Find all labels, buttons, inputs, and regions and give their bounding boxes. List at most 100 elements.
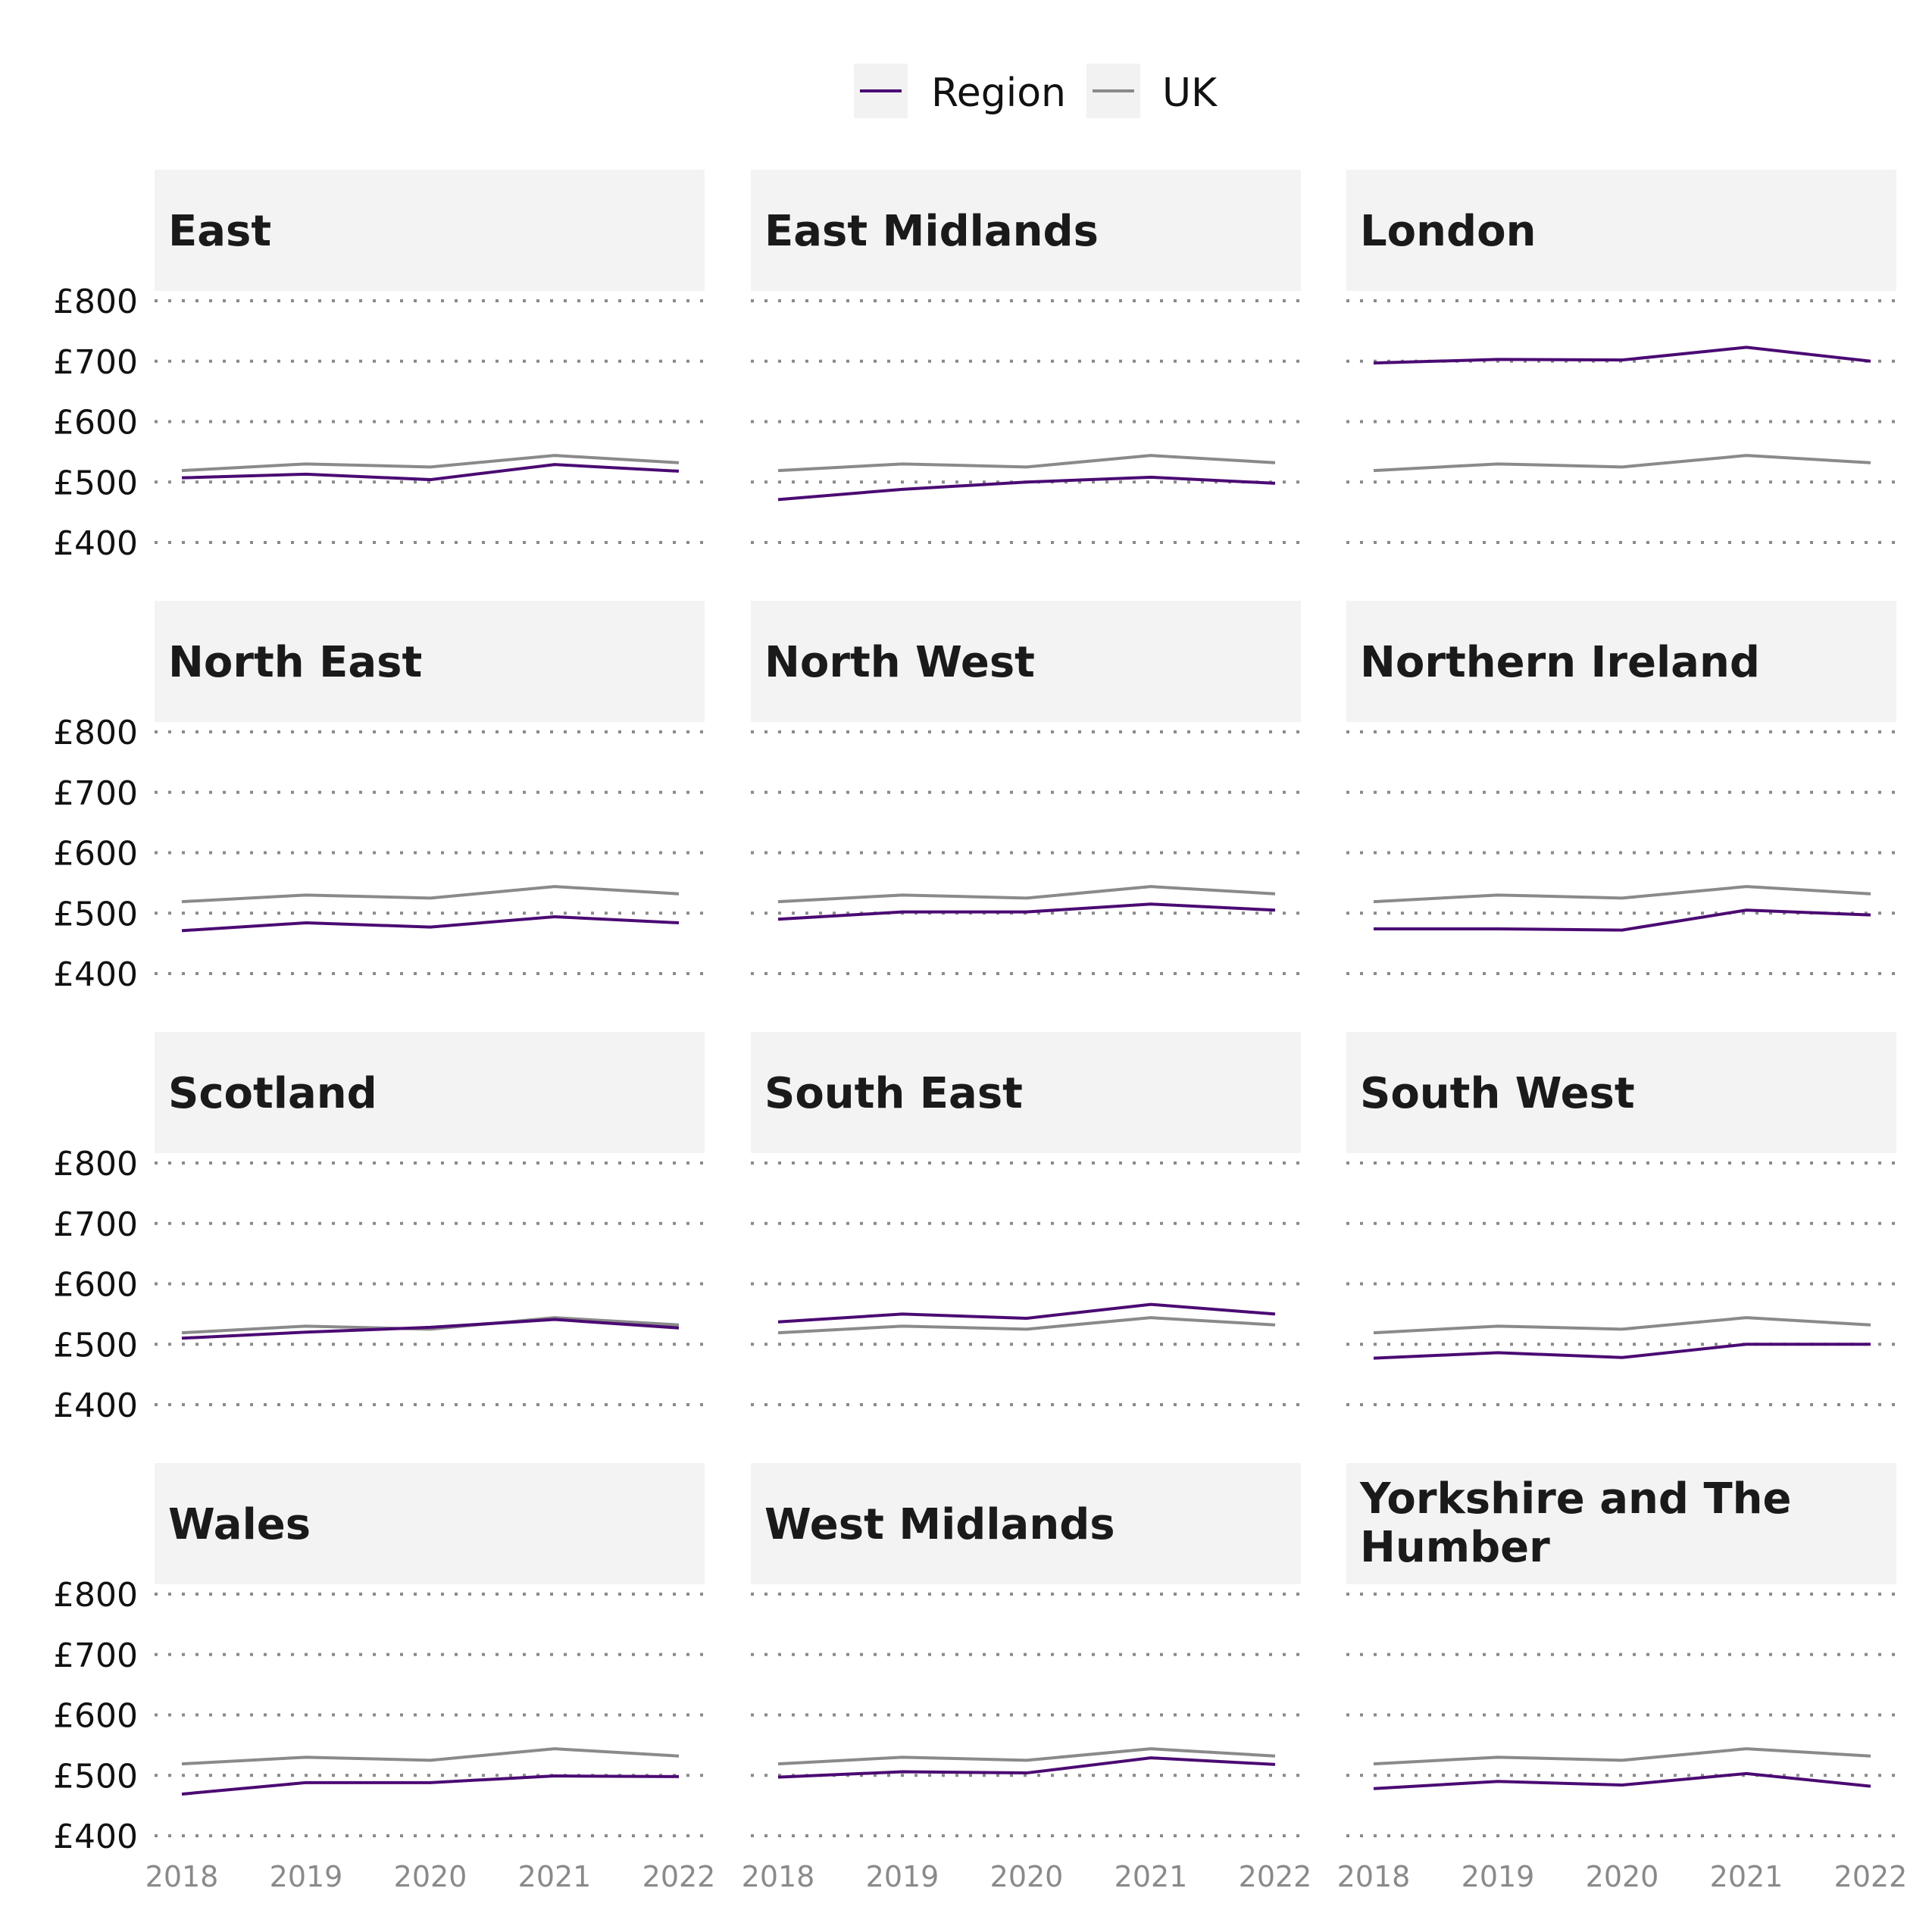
x-tick-label: 2019 xyxy=(866,1860,939,1893)
region-series-line xyxy=(1374,908,1871,932)
x-tick-label: 2020 xyxy=(394,1860,467,1893)
panel-title: Scotland xyxy=(168,1069,377,1118)
x-tick-label: 2021 xyxy=(518,1860,592,1893)
y-tick-label: £600 xyxy=(53,1697,138,1736)
y-tick-label: £800 xyxy=(53,1576,138,1615)
x-tick-label: 2019 xyxy=(270,1860,343,1893)
panel-strip xyxy=(1346,170,1896,291)
panel-scotland: Scotland £400 £500 £600 £700 £800 xyxy=(53,1032,705,1425)
panel-strip xyxy=(155,601,705,722)
panel-strip xyxy=(1346,601,1896,722)
x-tick-label: 2022 xyxy=(1239,1860,1312,1893)
y-tick-label: £500 xyxy=(53,895,138,933)
panel-title: South West xyxy=(1360,1069,1635,1118)
y-tick-label: £600 xyxy=(53,404,138,442)
panel-title-line: Yorkshire and The xyxy=(1359,1474,1792,1524)
panel-strip xyxy=(751,1463,1301,1584)
panel-title: Wales xyxy=(168,1500,311,1549)
region-series-line xyxy=(777,1302,1276,1324)
uk-series-line xyxy=(181,454,680,473)
y-tick-label: £600 xyxy=(53,1266,138,1305)
uk-series-line xyxy=(777,454,1276,473)
y-tick-label: £700 xyxy=(53,774,138,813)
region-series-line xyxy=(181,463,680,482)
region-series-line xyxy=(777,475,1276,502)
panel-title: North East xyxy=(168,638,422,687)
panel-north-east: North East £400 £500 £600 £700 £800 xyxy=(53,601,705,994)
panel-east: East £400 £500 £600 £700 £800 xyxy=(53,170,705,563)
x-tick-label: 2022 xyxy=(642,1860,716,1893)
legend-label-region: Region xyxy=(931,70,1066,116)
uk-series-line xyxy=(777,885,1276,904)
panel-title: North West xyxy=(764,638,1035,687)
panel-strip xyxy=(155,1463,705,1584)
panel-london: London xyxy=(1346,170,1896,544)
panel-title: London xyxy=(1360,207,1536,256)
y-tick-label: £700 xyxy=(53,1637,138,1675)
y-tick-label: £800 xyxy=(53,1145,138,1183)
panel-title: East Midlands xyxy=(764,207,1099,256)
region-series-line xyxy=(181,1774,680,1796)
y-tick-label: £400 xyxy=(53,524,138,563)
uk-series-line xyxy=(181,1747,680,1766)
panel-west-midlands: West Midlands 2018 2019 2020 2021 2022 xyxy=(742,1463,1312,1893)
region-series-line xyxy=(181,915,680,933)
x-tick-label: 2021 xyxy=(1114,1860,1188,1893)
y-tick-label: £800 xyxy=(53,714,138,752)
region-series-line xyxy=(1373,345,1871,365)
uk-series-line xyxy=(1373,885,1871,904)
region-series-line xyxy=(181,1318,680,1340)
y-tick-label: £800 xyxy=(53,283,138,321)
panel-strip xyxy=(751,1032,1301,1153)
y-tick-label: £500 xyxy=(53,1326,138,1365)
y-tick-label: £400 xyxy=(53,1386,138,1425)
panel-east-midlands: East Midlands xyxy=(751,170,1301,544)
panel-wales: Wales £400 £500 £600 £700 £800 2018 2019 2020 202… xyxy=(53,1463,715,1893)
panel-strip xyxy=(1346,1032,1896,1153)
panel-title-line: Humber xyxy=(1360,1523,1550,1572)
region-series-line xyxy=(1373,1343,1871,1360)
region-series-line xyxy=(777,902,1276,921)
x-tick-label: 2021 xyxy=(1710,1860,1784,1893)
panel-strip xyxy=(155,170,705,291)
y-tick-label: £500 xyxy=(53,464,138,502)
panel-north-west: North West xyxy=(751,601,1301,975)
legend-label-uk: UK xyxy=(1162,70,1218,116)
uk-series-line xyxy=(1373,454,1871,473)
uk-series-line xyxy=(777,1747,1276,1766)
uk-series-line xyxy=(1373,1747,1871,1766)
y-tick-label: £500 xyxy=(53,1757,138,1796)
x-tick-label: 2022 xyxy=(1834,1860,1908,1893)
panel-south-east: South East xyxy=(751,1032,1301,1406)
region-series-line xyxy=(777,1756,1276,1779)
panel-strip xyxy=(1346,1463,1896,1584)
panel-title: Northern Ireland xyxy=(1360,638,1760,687)
panel-northern-ireland: Northern Ireland xyxy=(1346,601,1896,975)
x-tick-label: 2019 xyxy=(1462,1860,1535,1893)
y-tick-label: £600 xyxy=(53,835,138,874)
y-tick-label: £400 xyxy=(53,955,138,994)
panel-strip xyxy=(751,170,1301,291)
x-tick-label: 2018 xyxy=(742,1860,815,1893)
uk-series-line xyxy=(1373,1316,1871,1335)
panel-strip xyxy=(751,601,1301,722)
y-tick-label: £700 xyxy=(53,343,138,382)
y-tick-label: £400 xyxy=(53,1818,138,1856)
panel-title: West Midlands xyxy=(764,1500,1115,1549)
panel-title: East xyxy=(168,207,271,256)
y-tick-label: £700 xyxy=(53,1205,138,1244)
panel-strip xyxy=(155,1032,705,1153)
uk-series-line xyxy=(181,1316,680,1335)
panel-title: South East xyxy=(764,1069,1023,1118)
region-series-line xyxy=(1373,1771,1871,1790)
x-tick-label: 2020 xyxy=(1586,1860,1659,1893)
x-tick-label: 2018 xyxy=(145,1860,219,1893)
uk-series-line xyxy=(181,885,680,904)
uk-series-line xyxy=(777,1316,1276,1335)
x-tick-label: 2020 xyxy=(990,1860,1064,1893)
legend: Region UK xyxy=(854,64,1218,118)
panel-south-west: South West xyxy=(1346,1032,1896,1406)
x-tick-label: 2018 xyxy=(1337,1860,1411,1893)
